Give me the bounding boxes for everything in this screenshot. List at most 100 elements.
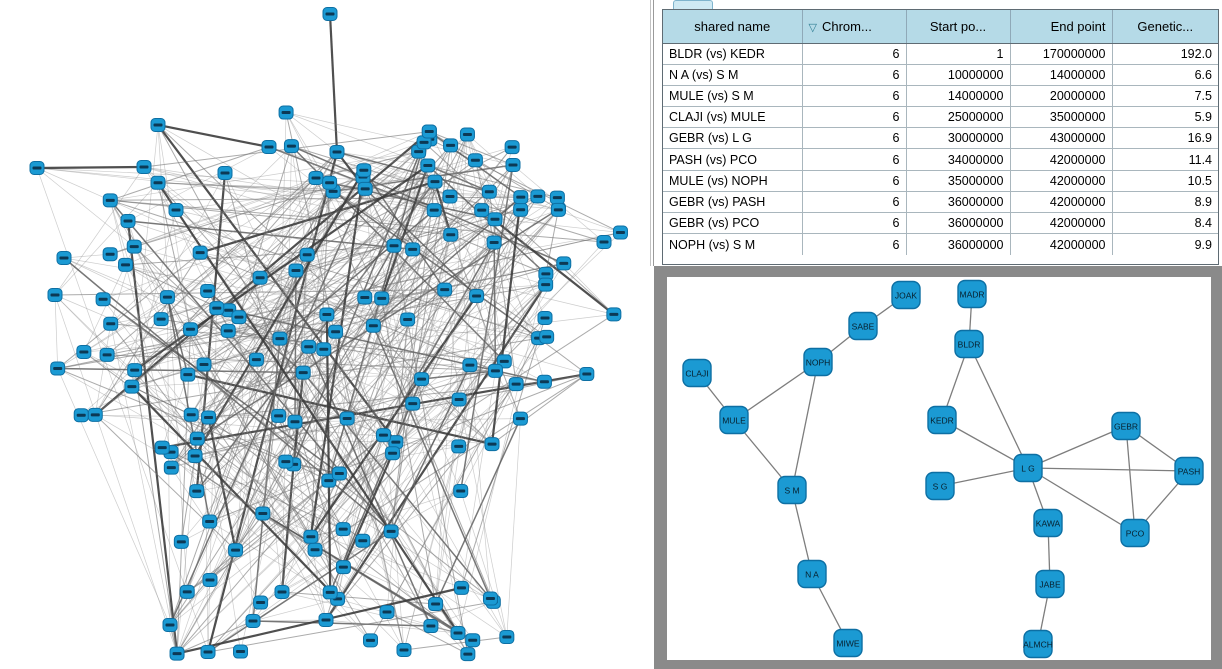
table-row[interactable]: BLDR (vs) KEDR 6 1 170000000 192.0 <box>663 43 1218 65</box>
network-node[interactable] <box>513 202 529 217</box>
table-cell[interactable]: 14000000 <box>1010 63 1113 86</box>
network-node[interactable] <box>103 316 119 331</box>
network-node[interactable] <box>173 534 189 549</box>
table-cell[interactable]: PASH (vs) PCO <box>663 148 803 171</box>
table-cell[interactable]: 25000000 <box>906 106 1011 128</box>
network-node[interactable] <box>357 181 373 196</box>
network-node[interactable] <box>118 257 134 272</box>
node-shape[interactable] <box>1035 569 1065 599</box>
table-cell[interactable]: MULE (vs) NOPH <box>663 169 803 192</box>
network-node[interactable] <box>202 514 218 529</box>
network-node[interactable] <box>126 239 142 254</box>
network-node[interactable] <box>357 290 373 305</box>
network-node[interactable] <box>579 367 595 382</box>
table-cell[interactable]: 6 <box>802 148 907 171</box>
network-node[interactable] <box>169 646 185 661</box>
network-node[interactable] <box>136 160 152 174</box>
network-node[interactable] <box>481 184 497 199</box>
network-node[interactable] <box>124 379 140 394</box>
network-node[interactable] <box>405 242 421 257</box>
network-node[interactable] <box>396 643 412 657</box>
table-cell[interactable]: CLAJI (vs) MULE <box>663 106 803 128</box>
network-node[interactable] <box>530 189 546 204</box>
network-node[interactable] <box>426 203 442 218</box>
node-shape[interactable] <box>925 471 955 501</box>
detail-network-panel[interactable]: JOAK MADR SABE BLDR NOPH CLAJI MULE KEDR GEBR L G… <box>654 266 1222 669</box>
network-node[interactable] <box>355 533 371 548</box>
network-node[interactable] <box>482 591 498 606</box>
column-header-3[interactable]: End point <box>1010 10 1113 44</box>
node-shape[interactable] <box>797 559 827 589</box>
column-header-2[interactable]: Start po... <box>906 10 1011 44</box>
table-cell[interactable]: 6 <box>802 84 907 107</box>
network-node-mule[interactable]: MULE <box>719 405 749 435</box>
network-node[interactable] <box>331 466 347 481</box>
network-node[interactable] <box>537 311 553 325</box>
table-cell[interactable]: 6 <box>802 127 907 149</box>
network-edge[interactable] <box>1027 467 1136 534</box>
network-node[interactable] <box>159 290 175 305</box>
network-node[interactable] <box>375 428 391 443</box>
network-node[interactable] <box>29 161 45 175</box>
table-cell[interactable]: 43000000 <box>1010 127 1113 149</box>
network-node[interactable] <box>299 247 315 262</box>
network-node-almch[interactable]: ALMCH <box>1023 629 1053 659</box>
network-node[interactable] <box>443 138 459 153</box>
network-node[interactable] <box>386 238 402 253</box>
network-node[interactable] <box>73 408 89 423</box>
table-row[interactable]: CLAJI (vs) MULE 6 25000000 35000000 5.9 <box>663 106 1218 128</box>
table-row[interactable]: MULE (vs) NOPH 6 35000000 42000000 10.5 <box>663 169 1218 192</box>
table-cell[interactable]: 20000000 <box>1010 84 1113 107</box>
network-node-pash[interactable]: PASH <box>1174 456 1204 486</box>
network-node[interactable] <box>550 202 566 217</box>
network-node[interactable] <box>252 270 268 285</box>
network-node[interactable] <box>283 139 299 154</box>
network-node[interactable] <box>189 484 205 499</box>
network-node[interactable] <box>183 322 199 337</box>
node-shape[interactable] <box>957 279 987 309</box>
network-edge[interactable] <box>1125 425 1136 534</box>
network-node[interactable] <box>453 483 469 498</box>
network-node[interactable] <box>102 193 118 208</box>
network-node[interactable] <box>487 212 503 227</box>
network-node[interactable] <box>278 454 294 469</box>
network-node[interactable] <box>95 292 111 307</box>
table-cell[interactable]: 35000000 <box>1010 106 1113 128</box>
network-node[interactable] <box>383 524 399 539</box>
network-node[interactable] <box>189 431 205 446</box>
network-node[interactable] <box>414 372 430 387</box>
network-node[interactable] <box>180 367 196 382</box>
network-node-pco[interactable]: PCO <box>1120 518 1150 548</box>
network-node[interactable] <box>209 301 225 316</box>
network-node[interactable] <box>253 595 269 610</box>
network-node-madr[interactable]: MADR <box>957 279 987 309</box>
network-node-noph[interactable]: NOPH <box>803 347 833 377</box>
network-node[interactable] <box>272 331 288 346</box>
network-node[interactable] <box>154 440 170 455</box>
network-node[interactable] <box>328 324 344 339</box>
network-node[interactable] <box>443 227 459 242</box>
network-node-bldr[interactable]: BLDR <box>954 329 984 359</box>
table-cell[interactable]: 6 <box>802 190 907 213</box>
network-node[interactable] <box>287 414 303 429</box>
node-shape[interactable] <box>848 311 878 341</box>
network-node[interactable] <box>192 245 208 260</box>
node-shape[interactable] <box>954 329 984 359</box>
network-node-claji[interactable]: CLAJI <box>682 358 712 388</box>
table-cell[interactable]: 9.9 <box>1112 233 1218 255</box>
network-node[interactable] <box>274 585 290 599</box>
network-node[interactable] <box>442 189 458 204</box>
network-node-sabe[interactable]: SABE <box>848 311 878 341</box>
sort-filter-icon[interactable]: ▽ <box>808 21 817 34</box>
node-shape[interactable] <box>803 347 833 377</box>
network-node-kawa[interactable]: KAWA <box>1033 508 1063 538</box>
network-node[interactable] <box>428 597 444 612</box>
network-node[interactable] <box>356 163 372 178</box>
network-node[interactable] <box>183 407 199 422</box>
network-node[interactable] <box>508 377 524 392</box>
network-node[interactable] <box>47 288 63 302</box>
table-cell[interactable]: 6 <box>802 169 907 192</box>
network-node[interactable] <box>179 584 195 599</box>
table-cell[interactable]: 30000000 <box>906 127 1011 149</box>
node-shape[interactable] <box>719 405 749 435</box>
